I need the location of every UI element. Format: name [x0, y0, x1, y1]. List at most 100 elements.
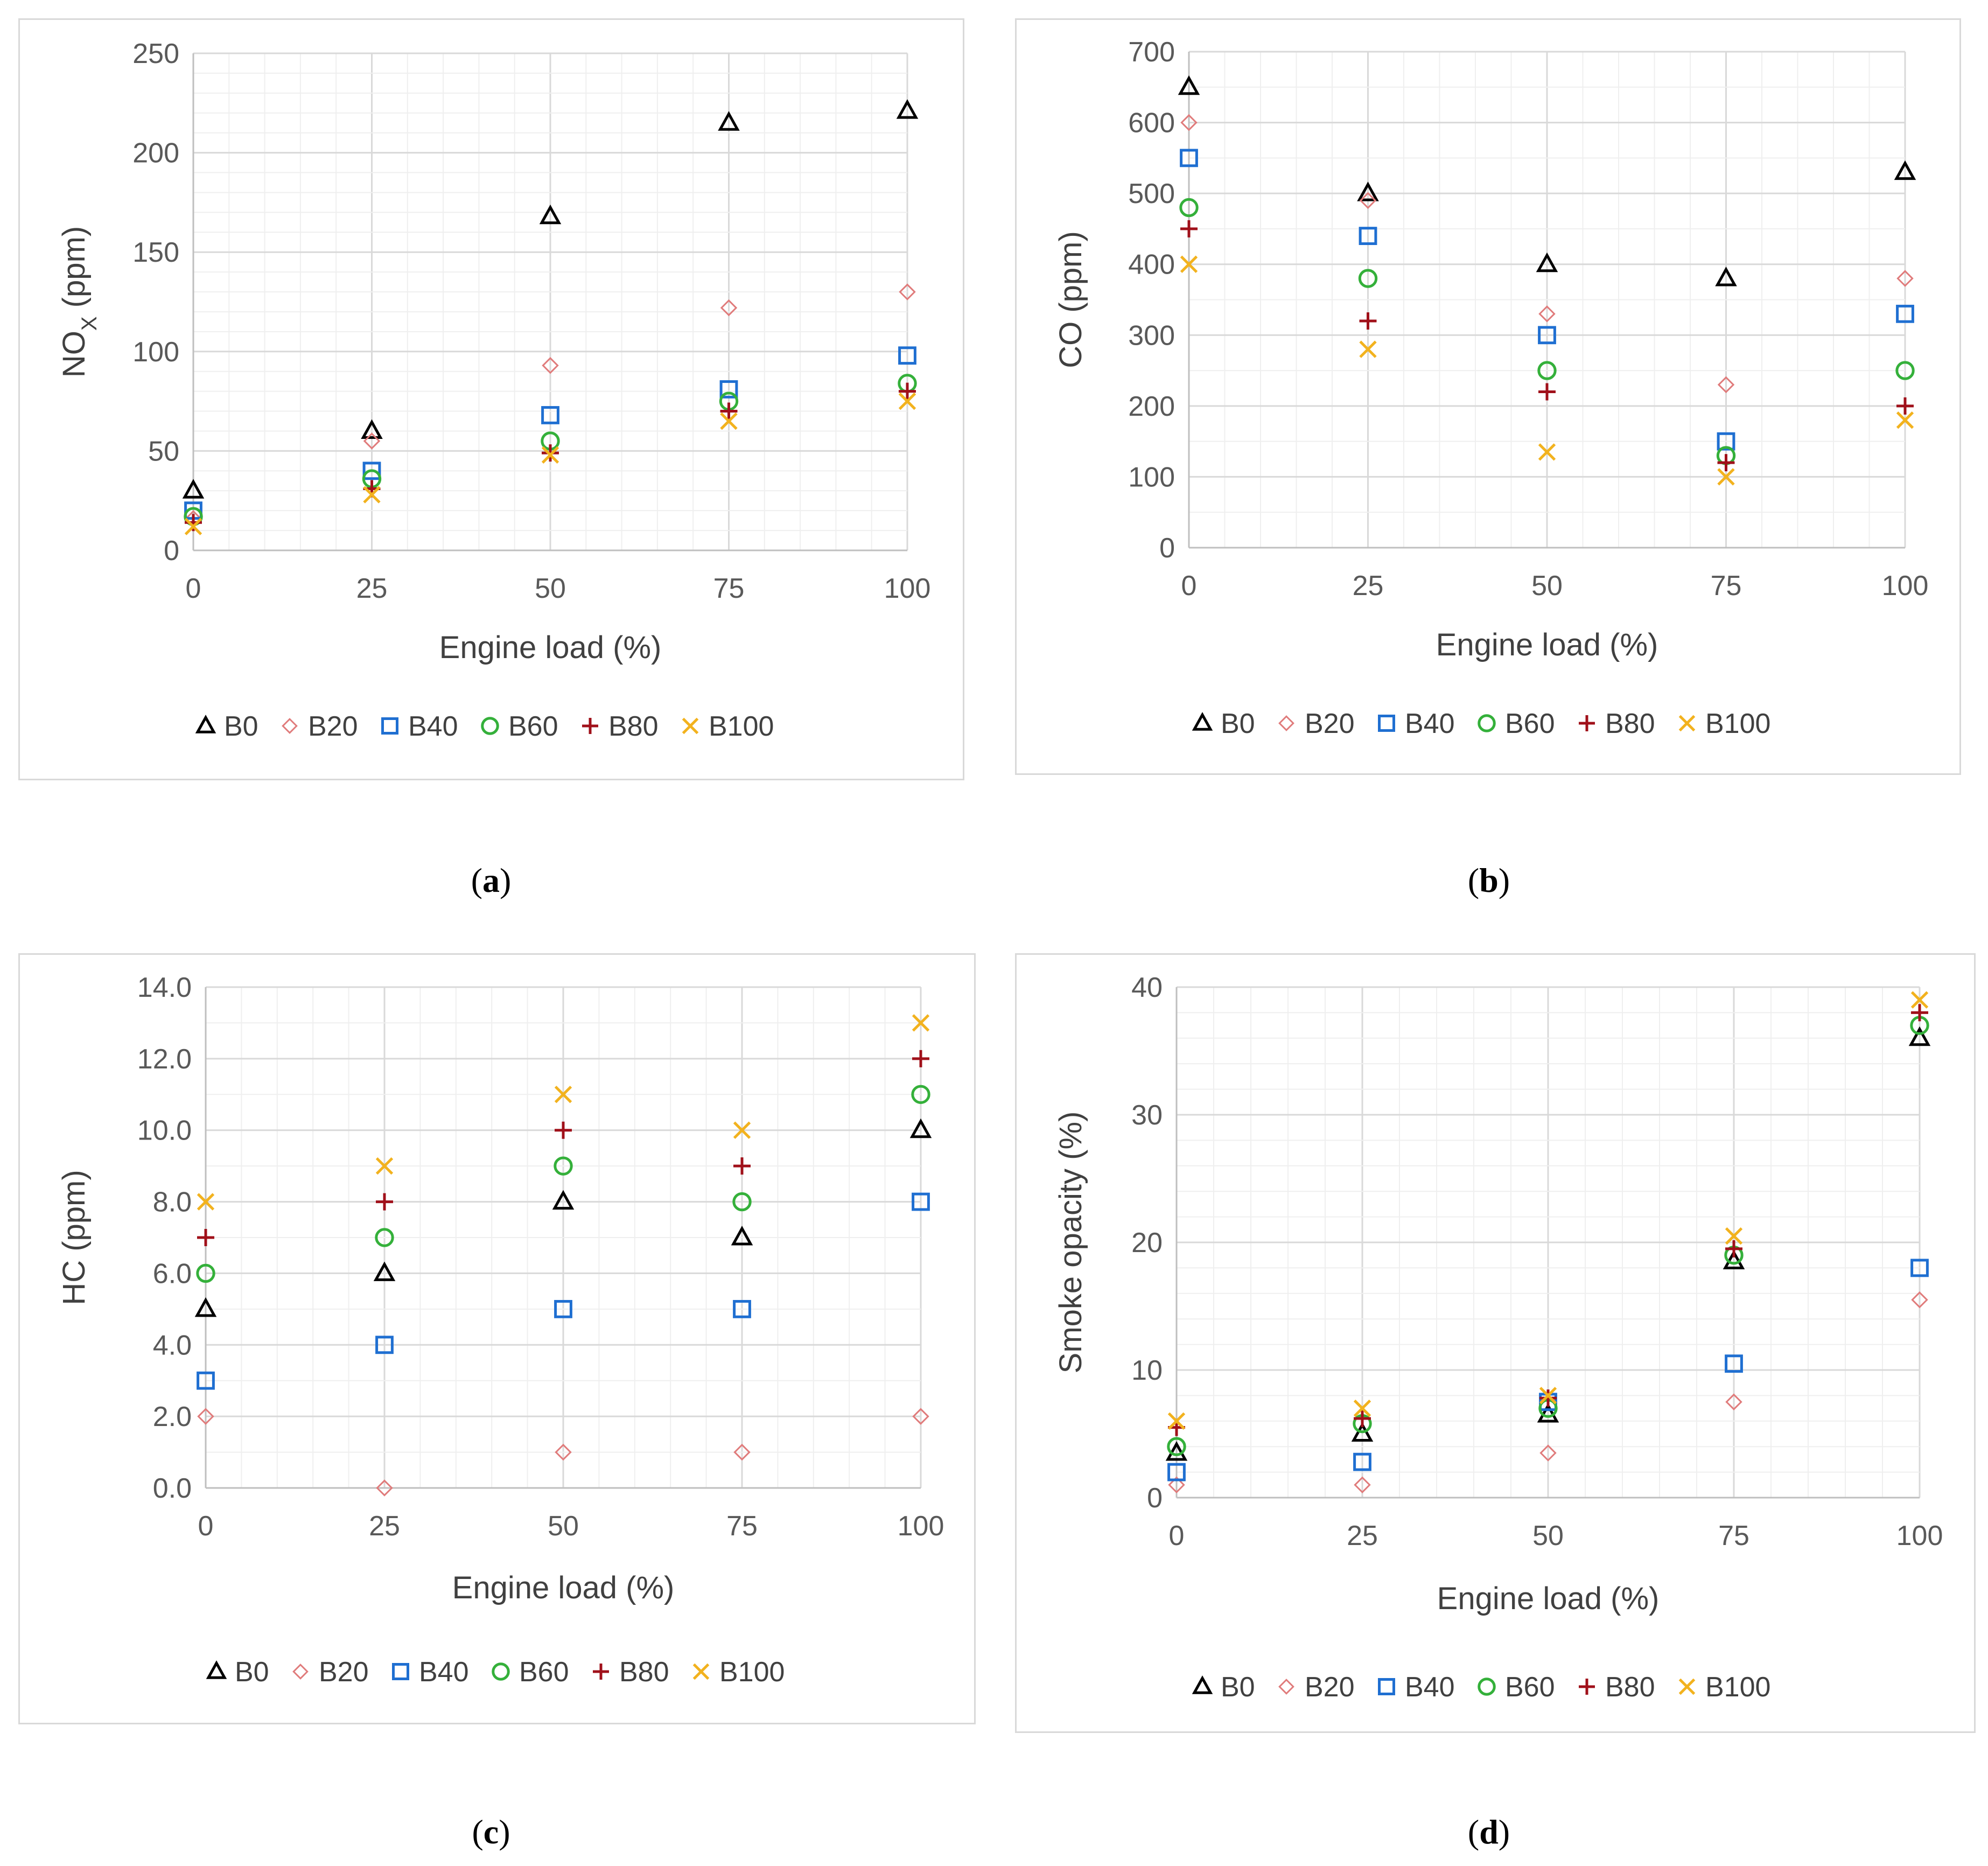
legend: B0 B20 B40 B60 B80 B100	[195, 711, 774, 742]
data-point-b80	[1354, 1410, 1371, 1428]
data-point-b100	[733, 1121, 751, 1139]
series-b20	[197, 1408, 929, 1497]
x-tick-label: 75	[726, 1511, 758, 1542]
data-point-b20	[912, 1408, 929, 1425]
data-point-b0	[1536, 252, 1558, 272]
data-point-b80	[1538, 383, 1556, 401]
legend-marker-b100	[682, 717, 699, 735]
data-point-b0	[1165, 1441, 1188, 1461]
x-tick-label: 75	[713, 573, 745, 604]
y-tick-label: 20	[1131, 1227, 1163, 1259]
x-tick-label: 100	[898, 1511, 944, 1542]
legend-marker-b20	[292, 1664, 309, 1680]
data-point-b40	[1167, 1463, 1186, 1481]
y-tick-label: 500	[1128, 178, 1175, 209]
data-point-b60	[375, 1228, 394, 1247]
y-tick-label: 12.0	[137, 1044, 192, 1075]
x-tick-label: 0	[1181, 570, 1197, 602]
data-point-b40	[1910, 1259, 1929, 1277]
y-axis-title: Smoke opacity (%)	[1053, 1112, 1088, 1374]
series-b0	[182, 99, 919, 499]
data-point-b0	[896, 99, 919, 119]
data-point-b40	[1725, 1354, 1743, 1373]
legend-marker-b0	[1192, 1675, 1213, 1694]
series-b100	[1167, 991, 1929, 1430]
data-point-b40	[898, 346, 916, 365]
legend-label-b40: B40	[1405, 1672, 1455, 1703]
caption-d: (d)	[1467, 1813, 1510, 1851]
data-point-b100	[197, 1193, 215, 1211]
data-point-b40	[1180, 149, 1198, 167]
series-b100	[1180, 255, 1914, 486]
series-b0	[1178, 75, 1916, 286]
legend-label-b100: B100	[719, 1657, 785, 1688]
series-b80	[197, 1050, 929, 1246]
series-b0	[1165, 1026, 1931, 1461]
data-point-b20	[899, 283, 916, 300]
data-point-b60	[554, 1156, 573, 1176]
legend-label-b20: B20	[1305, 708, 1355, 739]
data-point-b80	[1180, 220, 1198, 237]
legend-label-b20: B20	[1305, 1672, 1355, 1703]
data-point-b40	[362, 462, 381, 480]
data-point-b0	[1723, 1249, 1745, 1270]
y-tick-label: 150	[132, 237, 179, 268]
data-point-b100	[1910, 991, 1929, 1009]
data-point-b0	[539, 204, 562, 225]
data-point-b40	[1353, 1452, 1371, 1471]
x-axis-title: Engine load (%)	[1437, 1581, 1660, 1616]
data-point-b40	[1717, 432, 1735, 451]
legend-marker-b80	[1579, 1679, 1595, 1695]
data-point-b20	[363, 432, 381, 450]
legend-label-b80: B80	[608, 711, 659, 742]
data-point-b20	[1180, 114, 1198, 131]
legend-label-b0: B0	[224, 711, 258, 742]
y-tick-label: 0	[164, 535, 179, 567]
data-point-b100	[1180, 255, 1198, 273]
data-point-b80	[376, 1193, 393, 1211]
data-point-b80	[1725, 1240, 1742, 1257]
legend-label-b40: B40	[408, 711, 458, 742]
data-point-b0	[552, 1190, 575, 1210]
data-point-b20	[1168, 1476, 1185, 1494]
data-point-b20	[1896, 270, 1914, 287]
y-tick-label: 0.0	[153, 1473, 192, 1504]
legend-label-b100: B100	[1705, 708, 1770, 739]
data-point-b40	[1359, 227, 1377, 245]
data-point-b40	[197, 1371, 215, 1390]
legend-label-b0: B0	[1221, 708, 1255, 739]
series-b40	[1180, 149, 1914, 451]
y-tick-label: 4.0	[153, 1330, 192, 1361]
y-tick-label: 30	[1131, 1100, 1163, 1131]
y-tick-label: 0	[1159, 533, 1175, 564]
data-point-b20	[197, 1408, 214, 1425]
x-tick-label: 0	[186, 573, 201, 604]
data-point-b80	[555, 1121, 572, 1139]
data-point-b20	[1717, 376, 1735, 394]
legend-marker-b100	[1678, 715, 1696, 732]
legend-marker-b80	[582, 718, 598, 734]
data-point-b20	[1539, 1444, 1557, 1462]
gridlines	[192, 52, 908, 551]
data-point-b100	[1539, 1387, 1557, 1404]
y-axis-title-main: HC (ppm)	[57, 1170, 92, 1305]
data-point-b40	[554, 1299, 572, 1318]
data-point-b0	[194, 1297, 217, 1317]
legend-label-b80: B80	[1605, 708, 1655, 739]
legend-marker-b0	[206, 1660, 227, 1679]
data-point-b80	[1717, 454, 1735, 472]
data-point-b100	[1167, 1412, 1186, 1430]
legend: B0 B20 B40 B60 B80 B100	[1192, 708, 1770, 739]
legend-label-b40: B40	[1405, 708, 1455, 739]
data-point-b80	[1896, 397, 1914, 415]
data-point-b0	[731, 1226, 753, 1246]
legend-marker-b60	[481, 717, 499, 735]
chart-panel-a: 0 50 100 150 200 250 0 25 50 75 100 Engine load (%)…	[18, 18, 964, 780]
gridlines	[1188, 51, 1906, 549]
data-point-b60	[911, 1085, 930, 1104]
series-b60	[1179, 198, 1915, 465]
series-b100	[184, 392, 916, 535]
y-axis-title-units: (ppm)	[57, 226, 92, 317]
legend-label-b40: B40	[419, 1657, 469, 1688]
chart-panel-d: 0 10 20 30 40 0 25 50 75 100 Engine load (%) Smoke …	[1015, 953, 1976, 1733]
